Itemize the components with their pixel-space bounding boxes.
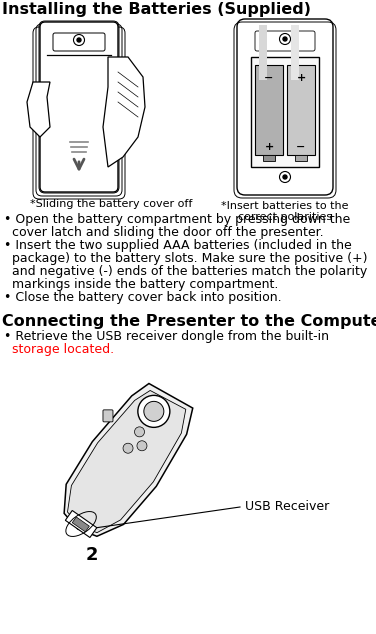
Bar: [291, 25, 299, 80]
Text: • Close the battery cover back into position.: • Close the battery cover back into posi…: [4, 291, 282, 304]
Polygon shape: [103, 57, 145, 167]
Text: cover latch and sliding the door off the presenter.: cover latch and sliding the door off the…: [4, 226, 324, 239]
Bar: [251, 57, 319, 167]
Bar: [263, 155, 275, 161]
Circle shape: [135, 427, 144, 437]
Text: 2: 2: [86, 546, 98, 564]
Circle shape: [77, 38, 81, 42]
Circle shape: [144, 401, 164, 422]
Polygon shape: [65, 510, 97, 538]
Circle shape: [283, 37, 287, 41]
Text: Installing the Batteries (Supplied): Installing the Batteries (Supplied): [2, 2, 311, 17]
Text: and negative (-) ends of the batteries match the polarity: and negative (-) ends of the batteries m…: [4, 265, 367, 278]
Text: USB Receiver: USB Receiver: [245, 500, 329, 514]
Polygon shape: [27, 82, 50, 137]
Text: markings inside the battery compartment.: markings inside the battery compartment.: [4, 278, 278, 291]
Polygon shape: [72, 517, 89, 532]
Circle shape: [123, 443, 133, 453]
Circle shape: [137, 441, 147, 451]
Text: +: +: [264, 142, 274, 152]
Circle shape: [283, 175, 287, 179]
Bar: [255, 65, 283, 155]
Text: package) to the battery slots. Make sure the positive (+): package) to the battery slots. Make sure…: [4, 252, 367, 265]
Text: −: −: [296, 142, 306, 152]
FancyBboxPatch shape: [53, 33, 105, 51]
Text: • Retrieve the USB receiver dongle from the built-in: • Retrieve the USB receiver dongle from …: [4, 330, 329, 343]
Text: *Sliding the battery cover off: *Sliding the battery cover off: [30, 199, 193, 209]
Text: storage located.: storage located.: [4, 343, 114, 356]
Bar: [287, 65, 315, 155]
FancyBboxPatch shape: [40, 22, 118, 192]
Polygon shape: [64, 384, 193, 536]
Text: • Open the battery compartment by pressing down the: • Open the battery compartment by pressi…: [4, 213, 350, 226]
Text: correct polarities: correct polarities: [238, 212, 332, 222]
Text: +: +: [296, 73, 306, 83]
Text: *Insert batteries to the: *Insert batteries to the: [221, 201, 349, 211]
Circle shape: [138, 396, 170, 427]
FancyBboxPatch shape: [255, 31, 315, 51]
Polygon shape: [67, 391, 186, 533]
Bar: [259, 25, 267, 80]
Bar: [295, 155, 307, 161]
Text: • Insert the two supplied AAA batteries (included in the: • Insert the two supplied AAA batteries …: [4, 239, 352, 252]
Text: Connecting the Presenter to the Computer: Connecting the Presenter to the Computer: [2, 314, 376, 329]
Text: −: −: [264, 73, 274, 83]
FancyBboxPatch shape: [103, 410, 113, 422]
